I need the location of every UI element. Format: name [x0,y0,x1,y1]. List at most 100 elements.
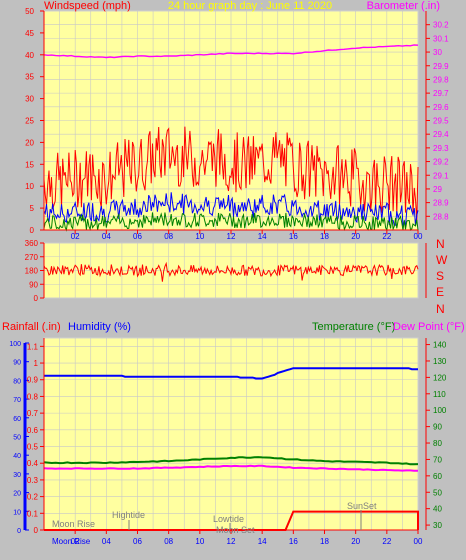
direction-axes: 0 90 180 270 360 [25,239,427,303]
temperature-tick-label: 30 [433,521,442,530]
humidity-tick-label: 10 [13,509,21,516]
humidity-title: Humidity (%) [68,321,131,333]
barometer-tick-label: 29.4 [433,130,449,139]
moon-set-annotation: Moon Set [216,525,255,535]
temperature-tick-label: 110 [433,390,446,399]
sunset-annotation: SunSet [347,501,377,530]
rainfall-tick-label: 0.4 [27,459,39,468]
temperature-line [43,456,419,466]
humidity-tick-label: 80 [13,378,21,385]
temperature-tick-label: 70 [433,455,442,464]
compass-s: S [436,269,444,283]
humidity-tick-label: 70 [13,397,21,404]
wind-time-label: 02 [71,232,80,241]
barometer-line [43,44,419,59]
windspeed-tick-label: 5 [30,204,35,213]
barometer-tick-label: 30.2 [433,21,449,30]
temperature-tick-label: 60 [433,472,442,481]
direction-tick-label: 360 [25,239,39,248]
wind-axes: 0 5 10 15 20 25 30 35 40 45 50 28.8 28.9 29 29.1 29.2 29… [25,7,449,241]
barometer-tick-label: 29.9 [433,62,449,71]
temperature-title: Temperature (°F) [312,321,395,333]
wind-gust-line [43,126,419,222]
wind-time-label: 22 [382,232,391,241]
temperature-tick-label: 120 [433,373,447,382]
lowtide-annotation: Lowtide [213,514,244,530]
barometer-tick-label: 30.1 [433,34,449,43]
lowtide-label: Lowtide [213,514,244,524]
barometer-tick-label: 28.9 [433,199,449,208]
windspeed-tick-label: 25 [25,117,34,126]
barometer-tick-label: 29.5 [433,117,449,126]
wind-time-label: 20 [351,232,360,241]
direction-grid [44,242,418,299]
temperature-tick-label: 140 [433,341,447,350]
humidity-tick-label: 40 [13,453,21,460]
temperature-tick-label: 40 [433,505,442,514]
windspeed-tick-label: 20 [25,138,34,147]
humidity-tick-label: 100 [9,341,21,348]
climate-time-label: 10 [195,537,204,546]
compass-w: W [436,253,448,267]
dewpoint-line [43,464,419,472]
barometer-tick-label: 29 [433,185,442,194]
wind-series [43,44,419,232]
moon-rise-time-label: Moon Rise [52,537,91,546]
barometer-title: Barometer (.in) [367,0,440,12]
direction-series [43,261,419,282]
rainfall-tick-label: 1 [34,359,39,368]
climate-axes: 010203040506070809010000.10.20.30.40.50.… [9,338,447,546]
climate-time-label: 02 [71,537,80,546]
climate-time-label: 16 [289,537,298,546]
direction-tick-label: 270 [25,253,39,262]
humidity-tick-label: 30 [13,472,21,479]
barometer-tick-label: 29.8 [433,75,449,84]
temperature-tick-label: 100 [433,406,447,415]
hightide-annotation: Hightide [112,510,145,530]
wind-time-label: 04 [102,232,111,241]
barometer-tick-label: 29.2 [433,158,449,167]
rainfall-tick-label: 0.9 [27,376,39,385]
temperature-tick-label: 50 [433,488,442,497]
temperature-tick-label: 80 [433,439,442,448]
climate-time-label: 12 [227,537,236,546]
climate-time-label: 08 [164,537,173,546]
windspeed-tick-label: 0 [30,226,35,235]
wind-time-label: 16 [289,232,298,241]
rainfall-tick-label: 0.1 [27,509,39,518]
humidity-tick-label: 50 [13,435,21,442]
wind-time-label: 18 [320,232,329,241]
compass-n-top: N [436,237,445,251]
wind-time-label: 00 [414,232,423,241]
humidity-tick-label: 90 [13,360,21,367]
barometer-tick-label: 29.6 [433,103,449,112]
rainfall-tick-label: 0.5 [27,443,39,452]
barometer-tick-label: 29.3 [433,144,449,153]
climate-time-label: 18 [320,537,329,546]
hightide-label: Hightide [112,510,145,520]
direction-line [43,261,419,282]
rainfall-tick-label: 0.3 [27,476,39,485]
rainfall-tick-label: 0.7 [27,409,39,418]
direction-tick-label: 90 [29,280,38,289]
wind-low-line [43,212,419,232]
wind-time-label: 12 [227,232,236,241]
windspeed-tick-label: 15 [25,160,34,169]
barometer-tick-label: 28.8 [433,212,449,221]
rainfall-tick-label: 0.8 [27,392,39,401]
rainfall-tick-label: 0.6 [27,426,39,435]
humidity-tick-label: 60 [13,416,21,423]
moon-rise-annotation: Moon Rise [52,519,95,529]
compass-n-bottom: N [436,302,445,316]
humidity-tick-label: 0 [17,528,21,535]
wind-time-label: 10 [195,232,204,241]
moon-rise-label: Moon Rise [52,519,95,529]
graph-date-title: 24 hour graph day : June 11 2020 [168,0,332,12]
direction-tick-label: 0 [34,294,39,303]
windspeed-tick-label: 35 [25,73,34,82]
windspeed-tick-label: 45 [25,29,34,38]
windspeed-tick-label: 50 [25,7,34,16]
windspeed-tick-label: 30 [25,95,34,104]
climate-time-label: 00 [414,537,423,546]
